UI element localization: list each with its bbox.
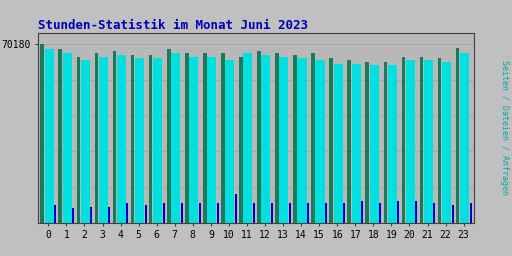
Bar [207,57,216,223]
Bar [62,53,72,223]
Bar [126,203,129,223]
Bar [40,44,44,223]
Bar [297,58,307,223]
Bar [185,53,188,223]
Bar [239,57,243,223]
Bar [366,62,369,223]
Bar [235,194,237,223]
Bar [189,57,198,223]
Bar [293,55,297,223]
Bar [117,55,126,223]
Bar [225,60,234,223]
Bar [58,49,62,223]
Bar [434,203,435,223]
Bar [171,53,180,223]
Bar [424,60,433,223]
Bar [113,51,116,223]
Bar [289,203,291,223]
Bar [442,62,451,223]
Bar [397,201,399,223]
Bar [253,203,255,223]
Bar [307,203,309,223]
Bar [131,55,134,223]
Bar [348,60,351,223]
Text: Stunden-Statistik im Monat Juni 2023: Stunden-Statistik im Monat Juni 2023 [38,19,308,32]
Bar [275,53,279,223]
Bar [415,201,417,223]
Bar [167,49,170,223]
Bar [271,203,273,223]
Bar [81,60,90,223]
Bar [257,51,261,223]
Bar [315,60,325,223]
Text: Seiten / Dateien / Anfragen: Seiten / Dateien / Anfragen [500,60,509,196]
Bar [325,203,327,223]
Bar [203,53,207,223]
Bar [329,58,333,223]
Bar [370,66,379,223]
Bar [45,49,54,223]
Bar [217,203,219,223]
Bar [54,205,56,223]
Bar [406,60,415,223]
Bar [221,53,225,223]
Bar [333,64,343,223]
Bar [456,48,459,223]
Bar [352,64,361,223]
Bar [452,205,454,223]
Bar [383,62,387,223]
Bar [261,55,270,223]
Bar [99,57,108,223]
Bar [361,201,363,223]
Bar [388,66,397,223]
Bar [153,58,162,223]
Bar [470,203,472,223]
Bar [109,207,111,223]
Bar [135,58,144,223]
Bar [149,55,153,223]
Bar [343,203,345,223]
Bar [199,203,201,223]
Bar [90,207,92,223]
Bar [280,57,288,223]
Bar [379,203,381,223]
Bar [401,57,406,223]
Bar [77,57,80,223]
Bar [144,205,146,223]
Bar [95,53,98,223]
Bar [243,53,252,223]
Bar [460,53,469,223]
Bar [438,58,441,223]
Bar [163,203,164,223]
Bar [311,53,315,223]
Bar [420,57,423,223]
Bar [181,203,183,223]
Bar [72,208,74,223]
